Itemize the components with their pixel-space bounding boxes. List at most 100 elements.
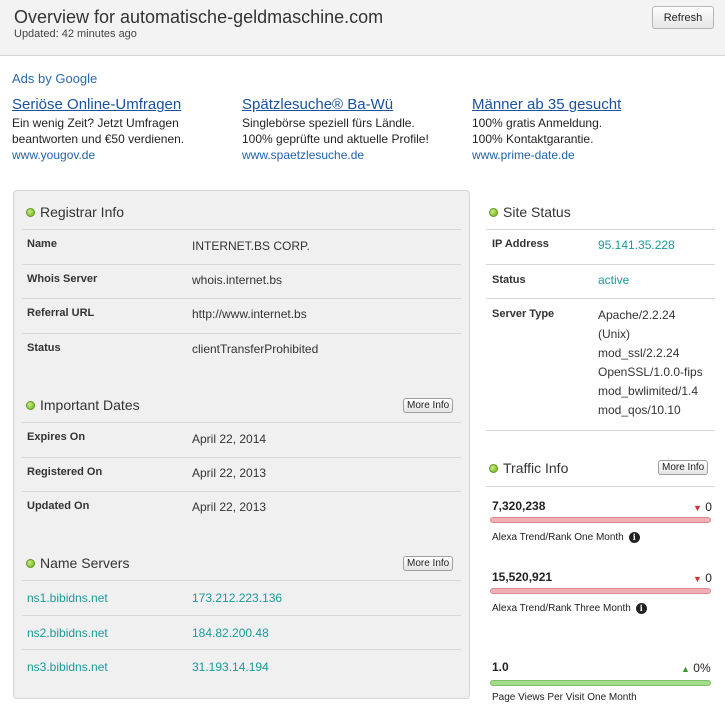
server-type-row: Server Type Apache/2.2.24 (Unix) mod_ssl… — [486, 298, 715, 431]
nameserver-link[interactable]: ns3.bibidns.net — [27, 660, 108, 674]
ad-url[interactable]: www.prime-date.de — [472, 148, 575, 162]
row-value: April 22, 2014 — [192, 432, 267, 446]
registrar-row: Whois Server whois.internet.bs — [22, 264, 461, 298]
nameserver-link[interactable]: ns2.bibidns.net — [27, 626, 108, 640]
green-dot-icon — [489, 463, 498, 473]
status-row: Status active — [486, 264, 715, 298]
server-type-line: mod_bwlimited/1.4 — [598, 384, 699, 398]
status-value: active — [598, 273, 630, 287]
page-title: Overview for automatische-geldmaschine.c… — [14, 7, 384, 27]
server-type-line: mod_ssl/2.2.24 — [598, 346, 680, 360]
alexa-rank-three-month: 15,520,921 — [492, 570, 553, 584]
green-dot-icon — [26, 558, 35, 568]
caption-text: Alexa Trend/Rank Three Month — [492, 603, 631, 614]
dates-section-header: Important Dates — [26, 394, 140, 416]
page-header: Overview for automatische-geldmaschine.c… — [0, 0, 725, 56]
traffic-caption: Alexa Trend/Rank Three Month i — [492, 603, 647, 614]
trend-bar — [490, 588, 711, 594]
ad-text-line: 100% gratis Anmeldung. — [472, 116, 603, 130]
section-title: Registrar Info — [40, 204, 125, 220]
row-label: Server Type — [492, 308, 555, 320]
trend-change: 0 — [705, 571, 712, 585]
row-label: Updated On — [27, 500, 90, 512]
row-label: Whois Server — [27, 273, 98, 285]
trend-change: 0 — [705, 500, 712, 514]
ads-label[interactable]: Ads by Google — [12, 71, 98, 86]
nameserver-ip-link[interactable]: 184.82.200.48 — [192, 626, 269, 640]
ad-item[interactable]: Männer ab 35 gesucht 100% gratis Anmeldu… — [472, 95, 697, 163]
refresh-button[interactable]: Refresh — [652, 6, 714, 29]
trend-indicator: ▼ 0 — [693, 500, 712, 514]
green-dot-icon — [26, 400, 35, 410]
registrar-section-header: Registrar Info — [26, 201, 124, 223]
trend-bar — [490, 680, 711, 686]
page-views-per-visit: 1.0 — [492, 660, 509, 674]
row-label: Expires On — [27, 431, 86, 443]
nameserver-ip-link[interactable]: 173.212.223.136 — [192, 591, 283, 605]
nameserver-row: ns2.bibidns.net 184.82.200.48 — [22, 615, 461, 649]
registrar-row: Name INTERNET.BS CORP. — [22, 229, 461, 263]
traffic-caption: Page Views Per Visit One Month — [492, 692, 637, 703]
server-type-line: Apache/2.2.24 — [598, 308, 676, 322]
nameserver-link[interactable]: ns1.bibidns.net — [27, 591, 108, 605]
section-title: Name Servers — [40, 555, 130, 571]
server-type-line: OpenSSL/1.0.0-fips — [598, 365, 703, 379]
traffic-more-info-button[interactable]: More Info — [658, 460, 709, 475]
ad-headline[interactable]: Seriöse Online-Umfragen — [12, 96, 182, 113]
ad-url[interactable]: www.yougov.de — [12, 148, 96, 162]
updated-timestamp: Updated: 42 minutes ago — [14, 28, 137, 40]
section-title: Traffic Info — [503, 460, 569, 476]
nameserver-row: ns1.bibidns.net 173.212.223.136 — [22, 580, 461, 614]
nameserver-ip-link[interactable]: 31.193.14.194 — [192, 660, 269, 674]
triangle-down-icon: ▼ — [693, 503, 702, 513]
date-row: Registered On April 22, 2013 — [22, 457, 461, 491]
trend-bar — [490, 517, 711, 523]
row-label: IP Address — [492, 238, 549, 250]
ad-text-line: 100% Kontaktgarantie. — [472, 132, 594, 146]
ad-item[interactable]: Spätzlesuche® Ba-Wü Singlebörse speziell… — [242, 95, 467, 163]
ad-item[interactable]: Seriöse Online-Umfragen Ein wenig Zeit? … — [12, 95, 237, 163]
row-value: whois.internet.bs — [192, 273, 283, 287]
trend-indicator: ▼ 0 — [693, 571, 712, 585]
green-dot-icon — [489, 207, 498, 217]
triangle-up-icon: ▲ — [681, 664, 690, 674]
row-value: http://www.internet.bs — [192, 307, 307, 321]
ip-address-link[interactable]: 95.141.35.228 — [598, 238, 675, 252]
green-dot-icon — [26, 207, 35, 217]
site-status-section-header: Site Status — [489, 201, 571, 223]
ad-text-line: Singlebörse speziell fürs Ländle. — [242, 116, 415, 130]
triangle-down-icon: ▼ — [693, 574, 702, 584]
row-value: April 22, 2013 — [192, 500, 267, 514]
registrar-row: Status clientTransferProhibited — [22, 333, 461, 367]
date-row: Expires On April 22, 2014 — [22, 422, 461, 456]
section-title: Important Dates — [40, 397, 140, 413]
ad-url[interactable]: www.spaetzlesuche.de — [242, 148, 365, 162]
row-label: Referral URL — [27, 307, 95, 319]
traffic-caption: Alexa Trend/Rank One Month i — [492, 532, 640, 543]
server-type-line: (Unix) — [598, 327, 630, 341]
info-icon[interactable]: i — [635, 603, 647, 614]
row-value: INTERNET.BS CORP. — [192, 239, 310, 253]
traffic-section-header: Traffic Info — [489, 457, 568, 479]
nameserver-row: ns3.bibidns.net 31.193.14.194 — [22, 649, 461, 683]
info-icon[interactable]: i — [628, 532, 640, 543]
caption-text: Alexa Trend/Rank One Month — [492, 532, 624, 543]
date-row: Updated On April 22, 2013 — [22, 491, 461, 525]
dates-more-info-button[interactable]: More Info — [403, 398, 454, 413]
server-type-line: mod_qos/10.10 — [598, 403, 681, 417]
row-value: clientTransferProhibited — [192, 342, 319, 356]
row-label: Status — [492, 274, 526, 286]
row-value: April 22, 2013 — [192, 466, 267, 480]
caption-text: Page Views Per Visit One Month — [492, 692, 637, 703]
trend-indicator: ▲ 0% — [681, 661, 711, 675]
nameservers-more-info-button[interactable]: More Info — [403, 556, 454, 571]
row-label: Registered On — [27, 466, 103, 478]
registrar-row: Referral URL http://www.internet.bs — [22, 298, 461, 332]
section-title: Site Status — [503, 204, 571, 220]
ad-headline[interactable]: Spätzlesuche® Ba-Wü — [242, 96, 394, 113]
ad-headline[interactable]: Männer ab 35 gesucht — [472, 96, 622, 113]
server-type-value: Apache/2.2.24 (Unix) mod_ssl/2.2.24 Open… — [598, 306, 703, 420]
nameservers-section-header: Name Servers — [26, 552, 129, 574]
trend-change: 0% — [693, 661, 711, 675]
row-label: Name — [27, 238, 57, 250]
